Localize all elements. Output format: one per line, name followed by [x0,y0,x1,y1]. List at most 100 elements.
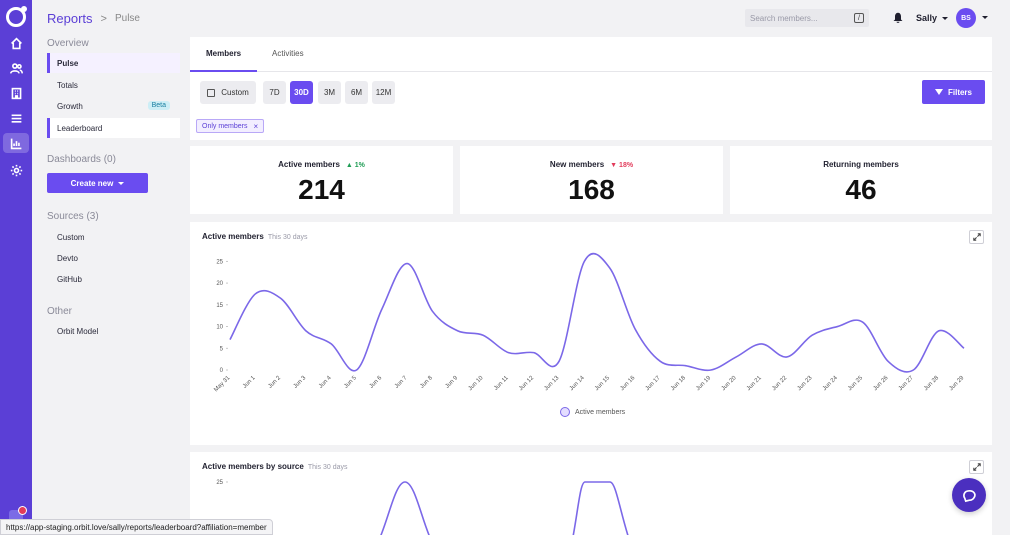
avatar[interactable]: BS [956,8,976,28]
close-icon[interactable]: × [253,121,259,131]
stat-card-active-members: Active members ▲ 1% 214 [190,146,453,214]
x-tick-label: Jun 3 [293,375,308,390]
range-6m-button[interactable]: 6M [345,81,368,104]
other-heading: Other [47,306,73,317]
active-members-chart-card: Active members This 30 days 0 5 10 15 20 25 May… [190,222,992,445]
reports-sidebar: Reports > Pulse Overview Pulse Totals Gr… [32,0,190,535]
x-tick-label: Jun 6 [369,375,384,390]
x-tick-label: May 31 [213,375,232,394]
x-tick-label: Jun 22 [771,375,788,392]
bell-icon[interactable] [892,11,904,23]
x-tick-label: Jun 18 [670,375,687,392]
sidebar-item-label: Custom [57,232,85,242]
stat-value: 46 [845,174,877,205]
sidebar-item-leaderboard[interactable]: Leaderboard [47,118,180,138]
chart-legend[interactable]: Active members [560,407,625,417]
chevron-down-icon [942,16,949,20]
sidebar-item-totals[interactable]: Totals [47,75,180,95]
x-tick-label: Jun 26 [873,375,890,392]
active-tab-indicator [190,70,257,72]
sidebar-item-label: Devto [57,253,78,263]
sidebar-item-label: Pulse [57,58,79,68]
stat-card-returning-members: Returning members 46 [730,146,992,214]
user-menu[interactable]: Sally [916,13,949,23]
active-members-line-chart: 0 5 10 15 20 25 May 31 Jun 1 Jun 2 Jun 3 Jun 4 Jun … [213,252,966,394]
range-7d-button[interactable]: 7D [263,81,286,104]
sidebar-item-custom[interactable]: Custom [47,227,180,247]
x-tick-label: Jun 29 [948,375,965,392]
series-line-active-members [229,252,965,373]
sidebar-item-label: GitHub [57,274,82,284]
orbit-logo-icon[interactable] [6,6,27,27]
expand-icon[interactable] [969,460,984,474]
x-tick-label: Jun 23 [797,375,814,392]
tab-activities[interactable]: Activities [272,49,304,58]
filters-label: Filters [947,87,972,97]
building-icon[interactable] [6,83,26,103]
chevron-down-icon [118,181,125,185]
range-custom-button[interactable]: Custom [200,81,256,104]
search-placeholder: Search members... [750,13,818,23]
x-tick-label: Jun 10 [468,375,485,392]
search-input[interactable]: Search members... / [745,9,869,27]
funnel-icon [934,89,943,95]
calendar-icon [207,88,216,97]
x-tick-label: Jun 19 [695,375,712,392]
x-tick-label: Jun 1 [242,375,257,390]
create-new-label: Create new [70,178,114,188]
overview-heading: Overview [47,38,89,49]
range-12m-button[interactable]: 12M [372,81,395,104]
sidebar-item-github[interactable]: GitHub [47,269,180,289]
x-tick-label: Jun 27 [898,375,915,392]
y-tick-label: 0 [220,368,224,374]
stat-card-new-members: New members ▼ 18% 168 [460,146,723,214]
home-icon[interactable] [6,33,26,53]
filters-button[interactable]: Filters [922,80,985,104]
range-30d-button[interactable]: 30D [290,81,313,104]
sidebar-item-label: Orbit Model [57,326,99,336]
x-tick-label: Jun 17 [645,375,662,392]
chat-bubble-icon [962,489,976,502]
app-rail [0,0,32,535]
x-tick-label: Jun 14 [569,375,586,392]
create-new-button[interactable]: Create new [47,173,148,193]
dashboards-heading: Dashboards (0) [47,154,116,165]
breadcrumb: Reports > Pulse [47,11,140,26]
menu-list-icon[interactable] [6,108,26,128]
x-tick-label: Jun 2 [267,375,282,390]
stat-value: 214 [298,174,345,205]
x-tick-label: Jun 15 [594,375,611,392]
y-tick-label: 15 [216,303,223,309]
legend-label: Active members [575,408,626,416]
sidebar-item-pulse[interactable]: Pulse [47,53,180,73]
stat-value: 168 [568,174,615,205]
y-tick-label: 20 [216,281,223,287]
chat-support-button[interactable] [952,478,986,512]
chip-label: Only members [202,122,248,130]
stat-delta-up: ▲ 1% [345,162,365,169]
only-members-filter-chip[interactable]: Only members × [196,119,265,133]
sidebar-item-devto[interactable]: Devto [47,248,180,268]
settings-gear-icon[interactable] [6,160,26,180]
tab-members[interactable]: Members [206,49,242,58]
sidebar-item-growth[interactable]: Growth Beta [47,96,180,116]
breadcrumb-reports[interactable]: Reports [47,11,93,26]
x-tick-label: Jun 7 [394,375,409,390]
range-3m-button[interactable]: 3M [318,81,341,104]
chart-subtitle: This 30 days [267,234,308,241]
y-tick-label: 25 [216,259,223,265]
x-tick-label: Jun 21 [746,375,763,392]
members-icon[interactable] [6,58,26,78]
x-tick-label: Jun 24 [822,375,839,392]
chevron-down-icon[interactable] [982,16,988,19]
search-shortcut-key: / [854,13,864,23]
series-line-github [572,481,629,535]
chart-subtitle: This 30 days [307,464,348,471]
reports-chart-icon[interactable] [3,133,29,153]
x-tick-label: Jun 20 [721,375,738,392]
sidebar-item-orbit-model[interactable]: Orbit Model [47,321,180,341]
expand-icon[interactable] [969,230,984,244]
y-tick-label: 5 [220,346,224,352]
